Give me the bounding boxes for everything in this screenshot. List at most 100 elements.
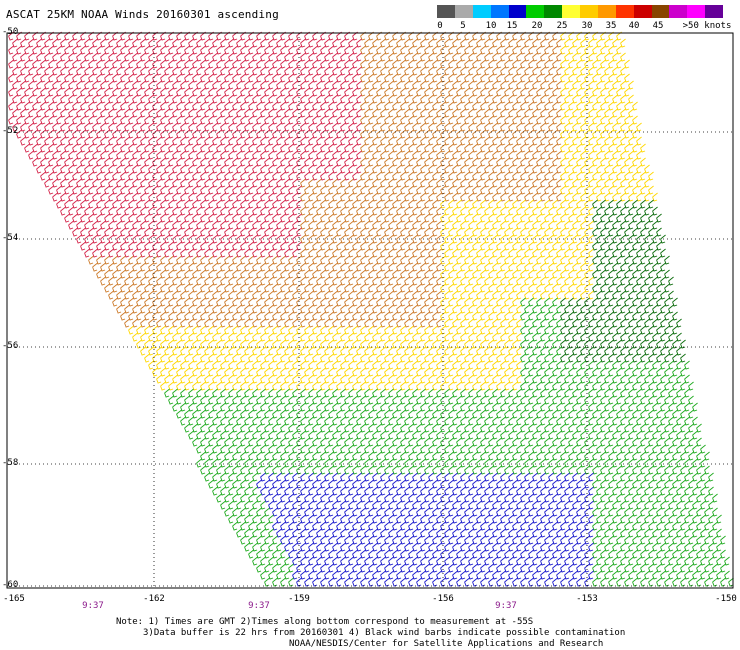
wind-barb — [596, 38, 602, 48]
wind-barb — [340, 136, 346, 146]
wind-barb — [44, 178, 50, 188]
wind-barb — [168, 143, 174, 153]
wind-barb — [84, 164, 90, 174]
wind-barb — [48, 171, 54, 181]
wind-barb — [220, 94, 226, 104]
wind-barb — [116, 178, 122, 188]
wind-barb — [600, 87, 606, 97]
wind-barb — [428, 164, 434, 174]
wind-barb — [216, 115, 222, 125]
wind-barb — [600, 171, 606, 181]
wind-barb — [416, 45, 422, 55]
wind-barb — [192, 171, 198, 181]
wind-barb — [48, 143, 54, 153]
wind-barb — [252, 108, 258, 118]
wind-barb — [568, 87, 574, 97]
wind-barb — [428, 94, 434, 104]
wind-barb — [176, 45, 182, 55]
legend-label: 35 — [605, 21, 617, 31]
wind-barb — [380, 150, 386, 160]
wind-barb — [68, 80, 74, 90]
wind-barb — [96, 101, 102, 111]
wind-barb — [140, 122, 146, 132]
wind-barb — [124, 136, 130, 146]
wind-barb — [180, 150, 186, 160]
wind-barb — [348, 66, 354, 76]
wind-barb — [420, 136, 426, 146]
wind-barb — [200, 465, 206, 475]
wind-barb — [304, 59, 310, 69]
wind-barb — [484, 122, 490, 132]
wind-barb — [224, 87, 230, 97]
wind-barb — [96, 59, 102, 69]
wind-barb — [368, 143, 374, 153]
wind-barb — [244, 66, 250, 76]
wind-barb — [160, 143, 166, 153]
wind-barb — [616, 73, 622, 83]
wind-barb — [188, 80, 194, 90]
wind-barb — [484, 66, 490, 76]
wind-barb — [596, 80, 602, 90]
wind-barb — [296, 157, 302, 167]
wind-barb — [44, 150, 50, 160]
wind-barb — [72, 143, 78, 153]
wind-barb — [52, 108, 58, 118]
wind-barb — [532, 108, 538, 118]
wind-barb — [244, 150, 250, 160]
wind-barb — [192, 45, 198, 55]
wind-barb — [20, 94, 26, 104]
wind-barb — [20, 108, 26, 118]
wind-barb — [156, 164, 162, 174]
wind-barb — [292, 52, 298, 62]
wind-barb — [24, 101, 30, 111]
wind-barb — [620, 38, 626, 48]
wind-barb — [644, 178, 650, 188]
wind-barb — [548, 52, 554, 62]
wind-barb — [168, 185, 174, 195]
wind-barb — [600, 143, 606, 153]
wind-barb — [408, 101, 414, 111]
wind-barb — [468, 122, 474, 132]
wind-barb — [372, 178, 378, 188]
wind-barb — [256, 101, 262, 111]
wind-barb — [128, 45, 134, 55]
wind-barb — [88, 185, 94, 195]
wind-barb — [640, 185, 646, 195]
wind-barb — [228, 150, 234, 160]
wind-barb — [604, 150, 610, 160]
wind-barb — [432, 59, 438, 69]
wind-barb — [392, 59, 398, 69]
wind-barb — [116, 52, 122, 62]
wind-barb — [516, 80, 522, 90]
wind-barb — [168, 73, 174, 83]
wind-barb — [440, 157, 446, 167]
wind-barb — [516, 136, 522, 146]
wind-barb — [620, 164, 626, 174]
wind-barb — [220, 108, 226, 118]
wind-barb — [68, 66, 74, 76]
wind-barb — [588, 108, 594, 118]
wind-barb — [496, 73, 502, 83]
wind-barb — [340, 150, 346, 160]
wind-barb — [436, 178, 442, 188]
wind-barb — [348, 178, 354, 188]
wind-barb — [484, 164, 490, 174]
wind-barb — [404, 52, 410, 62]
wind-barb — [32, 87, 38, 97]
wind-barb — [276, 164, 282, 174]
wind-barb — [468, 164, 474, 174]
wind-barb — [76, 150, 82, 160]
wind-barb — [60, 52, 66, 62]
wind-barb — [496, 171, 502, 181]
wind-barb — [60, 66, 66, 76]
wind-barb — [64, 45, 70, 55]
wind-barb — [308, 122, 314, 132]
wind-barb — [260, 52, 266, 62]
wind-barb — [236, 80, 242, 90]
wind-barb — [156, 108, 162, 118]
wind-barb — [408, 87, 414, 97]
wind-barb — [584, 157, 590, 167]
wind-barb — [472, 143, 478, 153]
wind-barb — [192, 185, 198, 195]
